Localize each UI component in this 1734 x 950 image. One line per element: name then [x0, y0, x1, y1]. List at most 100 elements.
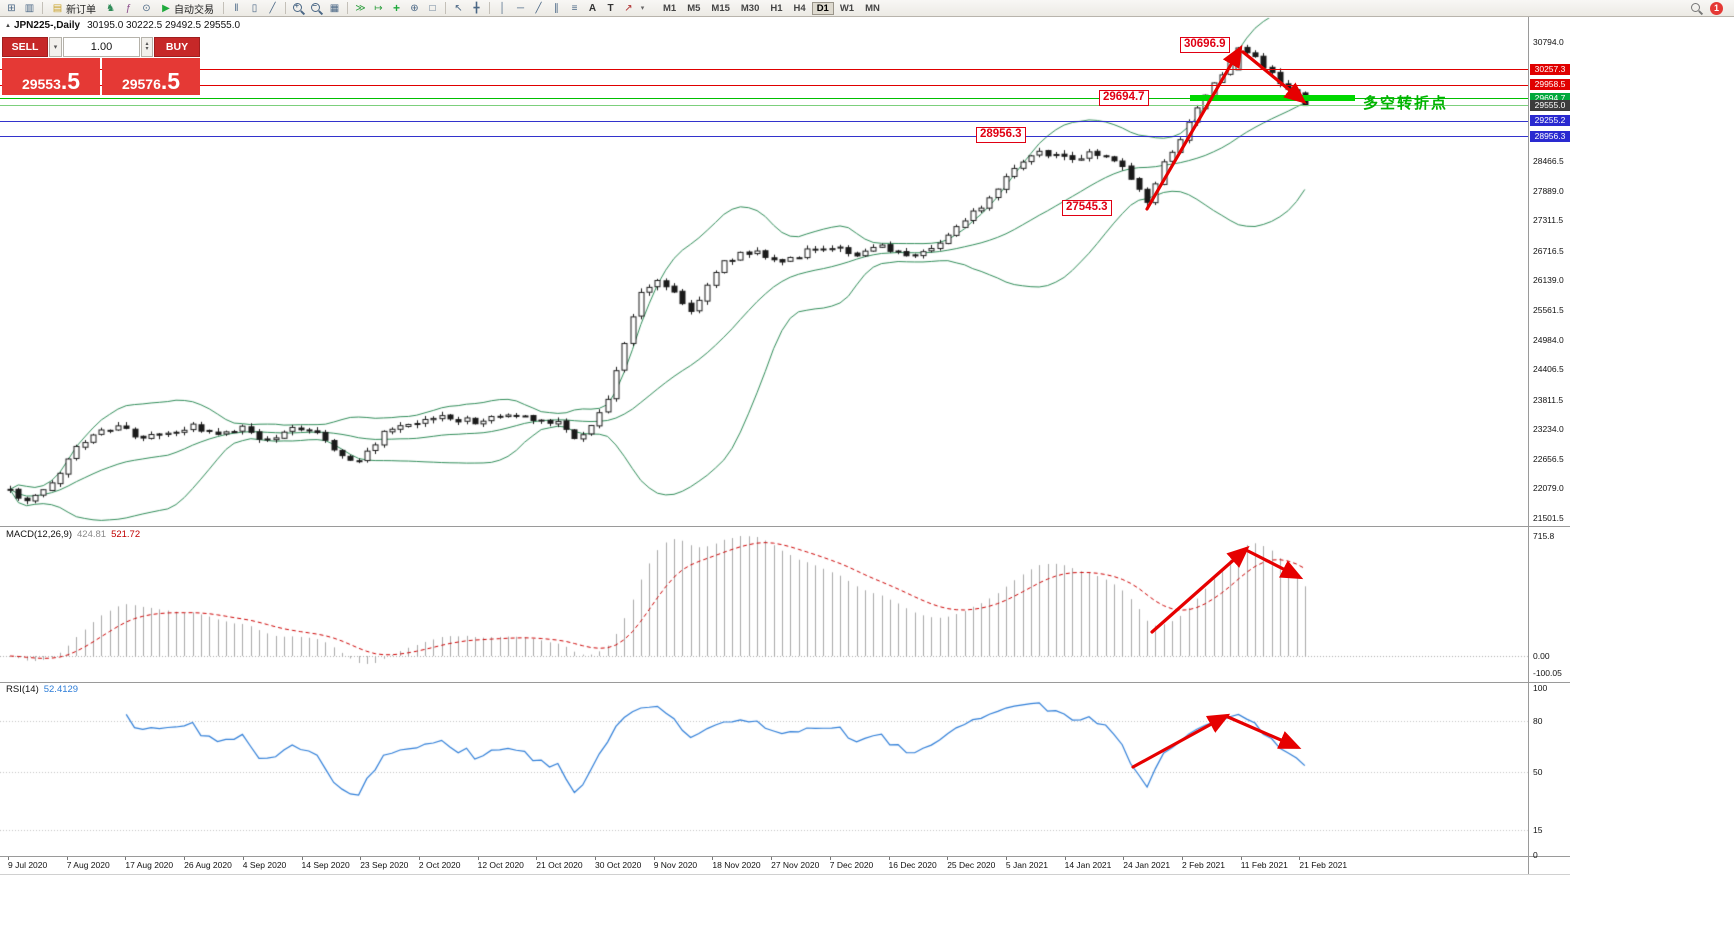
date-axis-tick — [712, 857, 714, 860]
level-line-29958.5[interactable] — [0, 85, 1528, 86]
date-axis-label: 11 Feb 2021 — [1240, 860, 1288, 870]
buy-price-box[interactable]: 29576.5 — [102, 58, 200, 95]
autotrade-play-icon: ▶ — [162, 2, 170, 14]
toolbar-separator — [223, 2, 224, 14]
sell-button[interactable]: SELL — [2, 37, 48, 57]
spin-down-icon[interactable]: ▾ — [145, 46, 149, 52]
date-axis: 9 Jul 2020 7 Aug 2020 17 Aug 2020 26 Aug 20… — [0, 857, 1528, 873]
timeframe-h4-button[interactable]: H4 — [793, 2, 806, 14]
zoom-out-icon[interactable]: − — [308, 1, 325, 16]
annotation-swing-low[interactable]: 27545.3 — [1062, 200, 1112, 216]
pane-separator-macd[interactable] — [0, 526, 1570, 527]
toolbar-right-group: 1 — [1690, 1, 1723, 15]
vertical-line-tool-icon[interactable]: │ — [499, 2, 506, 14]
date-axis-label: 14 Sep 2020 — [301, 860, 350, 870]
pane-separator-rsi[interactable] — [0, 682, 1570, 683]
timeframe-d1-button[interactable]: D1 — [811, 1, 834, 15]
zoom-in-sign: + — [294, 0, 299, 10]
cursor-icon[interactable]: ↖ — [454, 2, 463, 14]
date-axis-tick — [888, 857, 890, 860]
profiles-icon[interactable]: ▥ — [24, 2, 35, 14]
pivot-note-text[interactable]: 多空转折点 — [1363, 95, 1449, 112]
chart-symbol-period: JPN225-,Daily — [13, 20, 81, 31]
toolbar-separator — [489, 2, 490, 14]
annotation-swing-high[interactable]: 30696.9 — [1180, 37, 1230, 53]
bar-chart-mode-icon[interactable]: ‖ — [234, 2, 239, 14]
annotation-support-price[interactable]: 28956.3 — [976, 127, 1026, 143]
date-axis-tick — [1299, 857, 1301, 860]
tile-windows-icon[interactable]: ▦ — [329, 2, 340, 14]
expert-advisors-icon[interactable]: ♞ — [106, 2, 115, 14]
text-tool-icon[interactable]: A — [588, 2, 597, 14]
date-axis-tick — [184, 857, 186, 860]
volume-dropdown[interactable]: ▾ — [49, 37, 62, 57]
crosshair-icon[interactable]: ╋ — [473, 2, 480, 14]
timeframe-m30-button[interactable]: M30 — [740, 2, 760, 14]
chart-shift-icon[interactable]: ↦ — [374, 2, 383, 14]
annotation-pivot-price[interactable]: 29694.7 — [1099, 90, 1149, 106]
timeframe-m15-button[interactable]: M15 — [711, 2, 730, 14]
volume-input[interactable]: 1.00 — [63, 37, 140, 57]
arrow-tool-dropdown-icon[interactable]: ▾ — [640, 5, 645, 12]
new-order-button[interactable]: ▤ 新订单 — [47, 1, 101, 16]
candlestick-mode-icon[interactable]: ▯ — [251, 2, 258, 14]
spin-up-icon[interactable]: ▴ — [145, 41, 149, 47]
toolbar-separator — [285, 2, 286, 14]
price-scale-separator — [1528, 17, 1529, 874]
date-axis-tick — [301, 857, 303, 860]
channel-tool-icon[interactable]: ∥ — [554, 2, 559, 14]
macd-signal-value: 521.72 — [111, 529, 141, 540]
volume-spinner[interactable]: ▴ ▾ — [141, 37, 153, 57]
date-axis-tick — [1064, 857, 1066, 860]
timeframe-w1-button[interactable]: W1 — [839, 2, 855, 14]
date-axis-label: 24 Jan 2021 — [1123, 860, 1171, 870]
date-axis-tick — [66, 857, 68, 860]
rsi-label: RSI(14) 52.4129 — [6, 684, 78, 695]
trendline-tool-icon[interactable]: ╱ — [535, 2, 542, 14]
collapse-icon[interactable]: ▲ — [5, 23, 11, 29]
date-axis-label: 17 Aug 2020 — [125, 860, 174, 870]
history-center-icon[interactable]: ⊙ — [142, 2, 151, 14]
sell-price-box[interactable]: 29553.5 — [2, 58, 100, 95]
date-axis-label: 23 Sep 2020 — [360, 860, 409, 870]
level-line-29255.2[interactable] — [0, 121, 1528, 122]
timeframe-m1-button[interactable]: M1 — [663, 2, 677, 14]
periods-icon[interactable]: ⊕ — [410, 2, 419, 14]
date-axis-tick — [829, 857, 831, 860]
date-axis-tick — [947, 857, 949, 860]
date-axis-tick — [536, 857, 538, 860]
price-chart-canvas[interactable] — [0, 0, 1568, 950]
timeframe-h1-button[interactable]: H1 — [770, 2, 783, 14]
horizontal-line-tool-icon[interactable]: ─ — [516, 2, 525, 14]
date-axis-tick — [125, 857, 127, 860]
scripts-icon[interactable]: ƒ — [125, 2, 132, 14]
trade-controls-row: SELL ▾ 1.00 ▴ ▾ BUY — [2, 37, 200, 57]
one-click-trading-panel: SELL ▾ 1.00 ▴ ▾ BUY 29553.5 29576.5 — [2, 37, 200, 95]
autotrade-button[interactable]: ▶ 自动交易 — [156, 1, 219, 16]
timeframe-m5-button[interactable]: M5 — [687, 2, 701, 14]
arrow-tool-icon[interactable]: ↗ — [624, 2, 633, 14]
search-icon[interactable] — [1690, 2, 1703, 15]
level-line-29555.0[interactable] — [0, 105, 1528, 106]
notifications-badge[interactable]: 1 — [1710, 1, 1723, 15]
line-chart-mode-icon[interactable]: ╱ — [269, 2, 276, 14]
timeframe-mn-button[interactable]: MN — [865, 2, 880, 14]
label-tool-icon[interactable]: T — [607, 2, 614, 14]
indicators-add-icon[interactable]: + — [392, 1, 400, 15]
buy-button[interactable]: BUY — [154, 37, 200, 57]
level-line-28956.3[interactable] — [0, 136, 1528, 137]
fibonacci-tool-icon[interactable]: ≡ — [571, 2, 578, 14]
date-axis-tick — [771, 857, 773, 860]
auto-scroll-icon[interactable]: ≫ — [355, 2, 366, 14]
pivot-zone-band[interactable] — [1190, 95, 1355, 101]
chart-ohlc-values: 30195.0 30222.5 29492.5 29555.0 — [87, 20, 241, 31]
new-chart-icon[interactable]: ⊞ — [7, 2, 16, 14]
date-axis-tick — [418, 857, 420, 860]
window-bottom-edge — [0, 874, 1570, 875]
level-line-29694.7[interactable] — [0, 98, 1528, 99]
level-line-30257.3[interactable] — [0, 69, 1528, 70]
zoom-in-icon[interactable]: + — [290, 1, 307, 16]
date-axis-label: 16 Dec 2020 — [888, 860, 937, 870]
templates-icon[interactable]: □ — [429, 2, 436, 14]
buy-price-main: 29576 — [121, 75, 161, 92]
